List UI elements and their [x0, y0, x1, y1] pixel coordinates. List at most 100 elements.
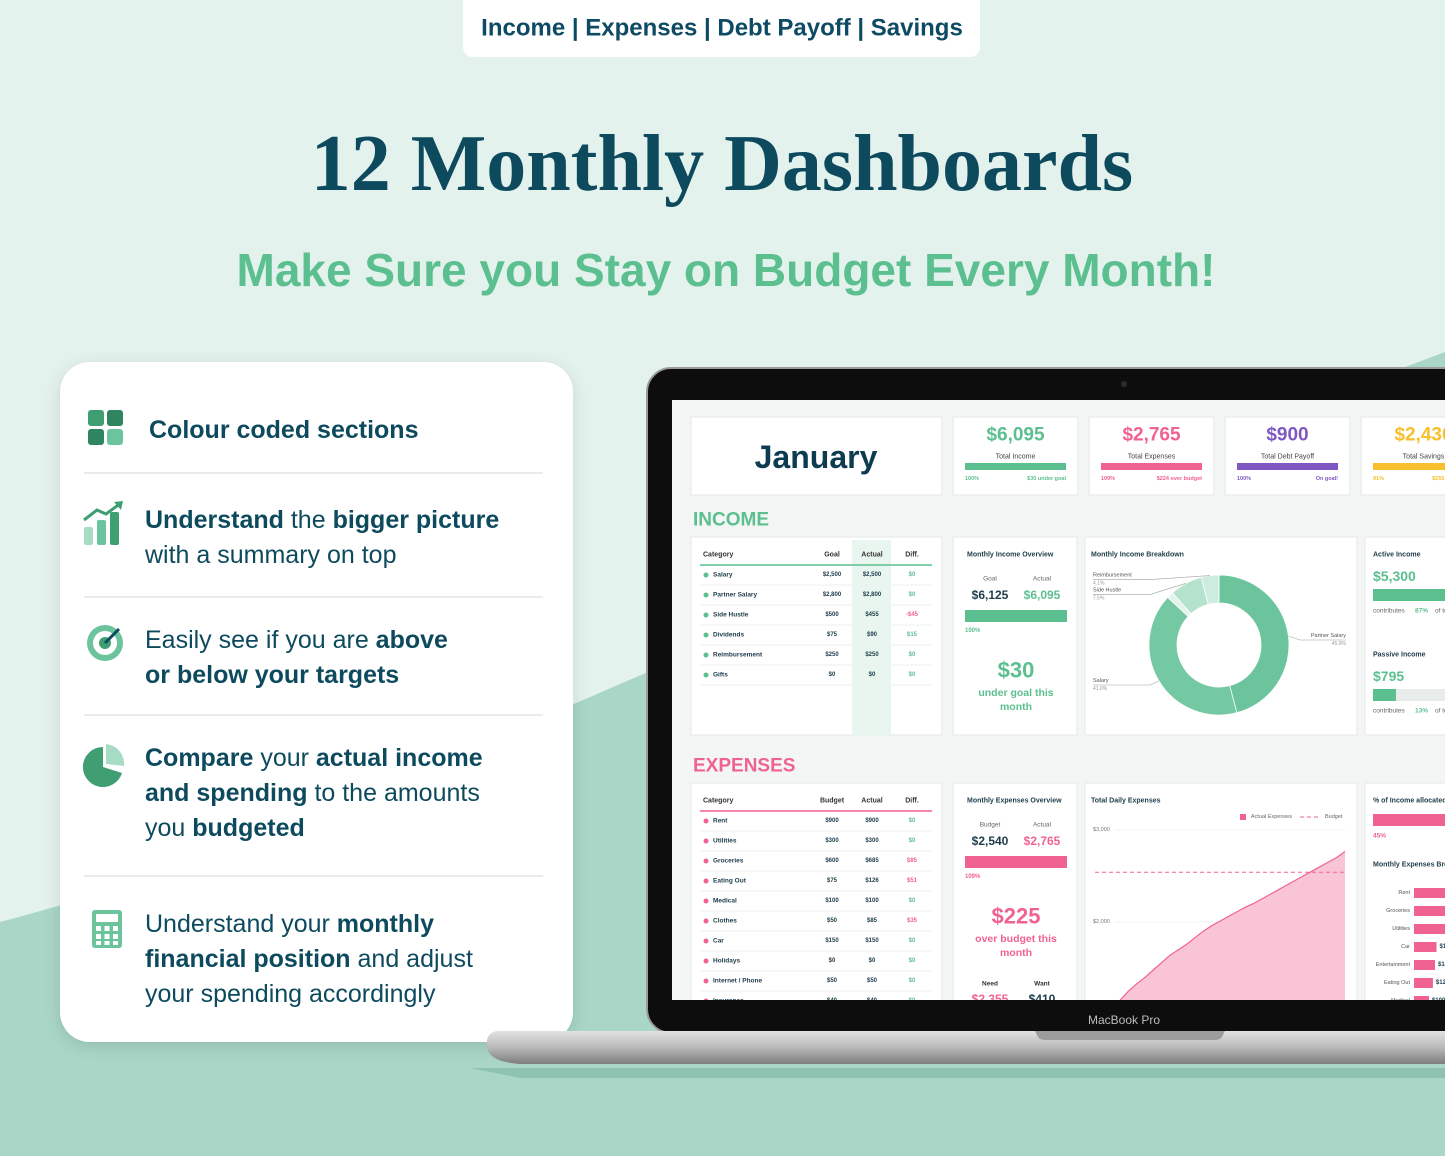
table-cell: Rent — [713, 818, 728, 825]
table-cell: $85 — [907, 858, 918, 864]
overview-bar — [965, 610, 1067, 622]
table-header: Diff. — [905, 798, 919, 805]
feature-text: and adjust — [350, 945, 473, 973]
feature-line: Understand your monthly — [145, 907, 434, 941]
overview-status: under goal this month — [978, 687, 1054, 713]
table-header: Diff. — [905, 552, 919, 559]
feature-line: Easily see if you are above — [145, 623, 448, 657]
table-cell: $2,800 — [863, 592, 882, 598]
bar — [1414, 924, 1445, 934]
overview-status-box: over budget this month — [975, 933, 1057, 959]
table-header: Category — [703, 798, 733, 805]
table-cell: $75 — [827, 878, 838, 884]
feature-line: Compare your actual income — [145, 741, 483, 775]
card — [952, 416, 1079, 496]
bar-value: $140 — [1438, 962, 1445, 968]
overview-actual: $6,095 — [1024, 588, 1061, 602]
bar — [1414, 906, 1445, 916]
donut-value: 4.1% — [1093, 581, 1105, 587]
card-label: Total Savings — [1403, 454, 1445, 461]
bar-label: Eating Out — [1384, 980, 1410, 986]
table-cell: $900 — [825, 818, 839, 824]
main-title: 12 Monthly Dashboards — [311, 120, 1133, 208]
donut-slice — [1148, 596, 1238, 716]
bar-value: $126 — [1436, 980, 1445, 986]
card-note: On goal! — [1316, 476, 1338, 482]
table-cell: Salary — [713, 572, 733, 579]
feature-line: and spending to the amounts — [145, 776, 480, 810]
legend-label: Budget — [1325, 814, 1343, 820]
table-cell: $300 — [865, 838, 879, 844]
table-cell: $455 — [865, 612, 879, 618]
donut-slice — [1218, 574, 1290, 714]
section-heading: INCOME — [693, 510, 769, 531]
overview-difference: $30 — [998, 658, 1035, 683]
bar-label: Groceries — [1386, 908, 1410, 914]
chart-title: Monthly Expenses Breakdown — [1373, 862, 1445, 869]
leader-line — [1288, 635, 1346, 641]
table-cell: Reimbursement — [713, 652, 763, 659]
overview-title: Monthly Expenses Overview — [967, 798, 1062, 805]
table-cell: $40 — [827, 998, 838, 1004]
table-cell: Eating Out — [713, 878, 747, 885]
source-text: contributes — [1373, 708, 1406, 715]
feature-text: budgeted — [192, 814, 305, 842]
feature-text: with a summary on top — [145, 541, 397, 569]
table-cell: $126 — [865, 878, 879, 884]
row-icon — [703, 818, 709, 824]
card-value: $900 — [1266, 425, 1308, 446]
source-title: Active Income — [1373, 552, 1421, 559]
card — [1088, 416, 1215, 496]
overview-title: Monthly Income Overview — [967, 552, 1054, 559]
table-cell: $100 — [865, 898, 879, 904]
bar-value: $100 — [1432, 998, 1445, 1004]
card-bar — [965, 463, 1066, 470]
card — [1360, 416, 1445, 496]
feature-card — [60, 362, 573, 1042]
table-cell: $2,800 — [823, 592, 842, 598]
source-text: contributes — [1373, 608, 1406, 615]
card-label: Total Income — [996, 454, 1036, 461]
table-header: Category — [703, 552, 733, 559]
card-bar — [1101, 463, 1202, 470]
table-header: Actual — [861, 798, 882, 805]
table-cell: Partner Salary — [713, 592, 757, 599]
feature-text: you — [145, 814, 193, 842]
overview-need: $2,355 — [972, 992, 1009, 1006]
table-cell: $0 — [909, 978, 916, 984]
table-cell: $900 — [865, 818, 879, 824]
tagline: Income | Expenses | Debt Payoff | Saving… — [481, 15, 963, 42]
leader-line — [1093, 583, 1186, 595]
card — [952, 782, 1078, 1000]
card-percent: 109% — [1101, 476, 1115, 482]
source-share: 13% — [1415, 708, 1428, 715]
row-icon — [703, 572, 709, 578]
source-share: 87% — [1415, 608, 1428, 615]
actual-column — [852, 540, 891, 735]
table-cell: -$45 — [906, 612, 919, 618]
card-value: $6,095 — [986, 425, 1045, 446]
source-bar — [1373, 689, 1397, 701]
bar — [1414, 888, 1445, 898]
table-cell: $0 — [869, 958, 876, 964]
table-cell: $0 — [829, 958, 836, 964]
table-cell: $90 — [867, 632, 878, 638]
camera — [1121, 381, 1127, 387]
table-cell: Car — [713, 938, 724, 945]
row-icon — [703, 632, 709, 638]
card-bar — [1237, 463, 1338, 470]
card-note: $255 under goal — [1432, 476, 1445, 482]
row-icon — [703, 592, 709, 598]
table-cell: $0 — [909, 938, 916, 944]
table-cell: $0 — [909, 572, 916, 578]
overview-target: $6,125 — [972, 588, 1009, 602]
card-percent: 91% — [1373, 476, 1384, 482]
table-cell: Medical — [713, 898, 737, 905]
feature-line: your spending accordingly — [145, 977, 435, 1011]
feature-text: Understand your — [145, 910, 337, 938]
overview-difference: $225 — [992, 904, 1041, 929]
table-header: Goal — [824, 552, 840, 559]
feature-text: Easily see if you are — [145, 626, 376, 654]
subtitle: Make Sure you Stay on Budget Every Month… — [237, 244, 1216, 296]
